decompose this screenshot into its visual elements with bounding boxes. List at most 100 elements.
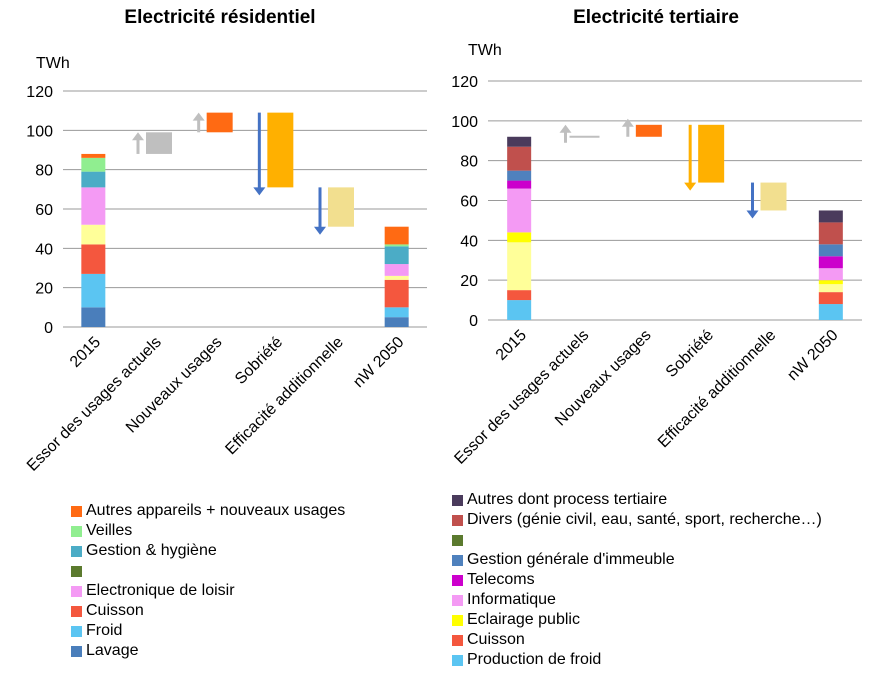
legend-swatch [71,545,82,557]
x-category-label: 2015 [493,327,530,364]
legend-swatch [71,525,82,537]
legend-label: Production de froid [467,651,602,668]
y-tick-label: 20 [460,273,478,290]
y-tick-label: 60 [35,202,53,219]
stack-segment [81,273,106,308]
stack-segment [81,153,106,158]
arrow-up-icon-head [192,112,205,121]
legend-item: Electronique de loisir [71,581,345,601]
waterfall-step [267,112,294,188]
legend-item: Lavage [71,641,345,661]
x-category-label: nW 2050 [350,334,407,391]
legend-label: Lavage [86,642,139,659]
legend-item: Telecoms [452,570,822,590]
legend-swatch [452,614,463,626]
stack-segment [384,246,409,265]
stack-segment [507,290,532,301]
legend-label: Cuisson [86,602,144,619]
stack-segment [81,171,106,188]
legend-label: Informatique [467,591,556,608]
stack-segment [818,222,843,245]
legend-swatch [71,565,82,577]
y-tick-label: 100 [451,114,478,131]
legend-swatch [71,625,82,637]
legend-item: Eclairage public [452,610,822,630]
legend-label: Gestion & hygiène [86,542,217,559]
legend-item: Gestion & hygiène [71,541,345,561]
waterfall-step [206,112,233,133]
legend-item: Informatique [452,590,822,610]
x-category-label: nW 2050 [784,327,841,384]
y-tick-label: 60 [460,194,478,211]
stack-segment [818,280,843,285]
stack-segment [384,279,409,308]
legend-item: Veilles [71,521,345,541]
stack-segment [507,146,532,171]
stack-segment [507,136,532,147]
x-category-label: Sobriété [232,334,286,388]
stack-segment [507,242,532,291]
y-axis-unit-label: TWh [36,55,70,72]
waterfall-step [146,132,172,154]
stack-segment [81,307,106,327]
arrow-down-icon-head [684,182,697,191]
legend-swatch [452,514,463,526]
y-tick-label: 0 [44,320,53,337]
legend-swatch [452,594,463,606]
legend-item: Cuisson [71,601,345,621]
arrow-down-icon-head [314,226,326,235]
legend-label: Cuisson [467,631,525,648]
legend-swatch [452,554,463,566]
stack-segment [384,307,409,318]
stack-segment [818,210,843,223]
stack-segment [507,180,532,189]
x-category-label: Efficacité additionnelle [655,327,779,451]
stack-segment [81,224,106,245]
legend-swatch [452,494,463,506]
stack-segment [384,264,409,276]
legend-swatch [71,645,82,657]
stack-segment [507,188,532,233]
legend-label: Eclairage public [467,611,580,628]
legend-item: Production de froid [452,650,822,670]
waterfall-step [760,182,787,211]
stack-segment [818,256,843,269]
waterfall-step [635,124,662,137]
y-tick-label: 80 [35,163,53,180]
stack-segment [81,187,106,225]
waterfall-step [698,124,725,183]
y-tick-label: 40 [460,233,478,250]
x-category-label: Efficacité additionnelle [222,334,346,458]
chart-2: Electricité tertiaire TWh 0 20 40 60 80 100 120 2… [451,7,862,468]
y-tick-label: 100 [26,123,53,140]
stack-segment [384,317,409,327]
stack-segment [818,244,843,257]
legend-item: Divers (génie civil, eau, santé, sport, … [452,510,822,530]
arrow-down-icon-head [746,210,759,219]
legend-label: Electronique de loisir [86,582,235,599]
legend-label: Veilles [86,522,133,539]
legend-item [71,561,345,581]
y-axis-unit-label: TWh [468,42,502,59]
y-tick-label: 80 [460,154,478,171]
stack-segment [81,157,106,172]
y-tick-label: 40 [35,241,53,258]
legend-swatch [452,654,463,666]
legend-item: Autres appareils + nouveaux usages [71,501,345,521]
arrow-up-icon-head [132,132,144,141]
legend-item: Cuisson [452,630,822,650]
stack-segment [507,170,532,181]
y-tick-label: 20 [35,281,53,298]
legend-swatch [71,605,82,617]
stack-segment [818,268,843,281]
legend-swatch [71,585,82,597]
stack-segment [818,284,843,293]
legend-swatch [452,574,463,586]
arrow-up-icon-head [559,124,572,133]
legend-label: Froid [86,622,123,639]
legend-item: Gestion générale d'immeuble [452,550,822,570]
chart-1: Electricité résidentiel TWh 0 20 40 60 80 100 12… [24,7,427,475]
chart-title: Electricité résidentiel [124,7,315,28]
stack-segment [507,232,532,243]
